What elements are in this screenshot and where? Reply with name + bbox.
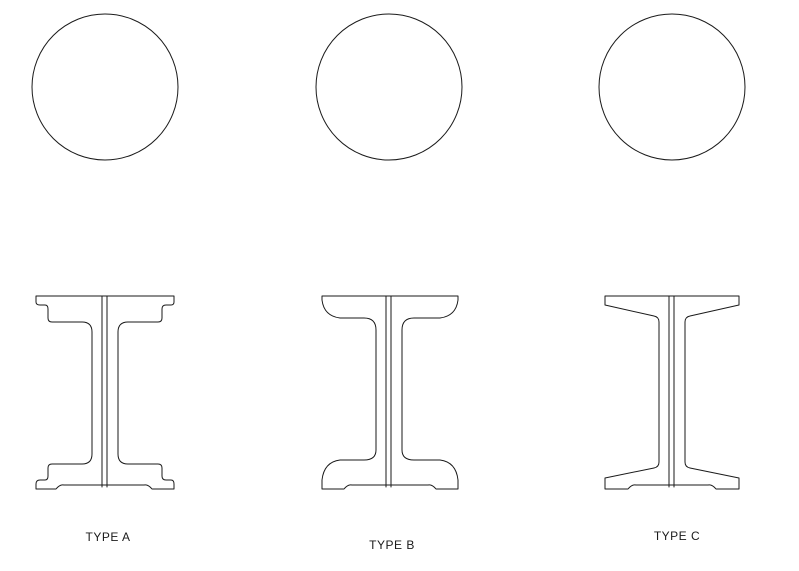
type-b-group: TYPE B (315, 13, 463, 552)
type-a-group: TYPE A (31, 13, 179, 544)
type-a-ibeam-outline (35, 295, 175, 490)
type-b-ibeam-outline (321, 295, 459, 490)
type-c-label: TYPE C (654, 529, 700, 543)
type-b-circle (315, 13, 463, 161)
type-c-group: TYPE C (598, 13, 746, 543)
type-b-label: TYPE B (369, 538, 415, 552)
type-a-circle (31, 13, 179, 161)
type-c-circle (598, 13, 746, 161)
type-a-label: TYPE A (85, 530, 130, 544)
type-c-ibeam-outline (604, 295, 740, 490)
